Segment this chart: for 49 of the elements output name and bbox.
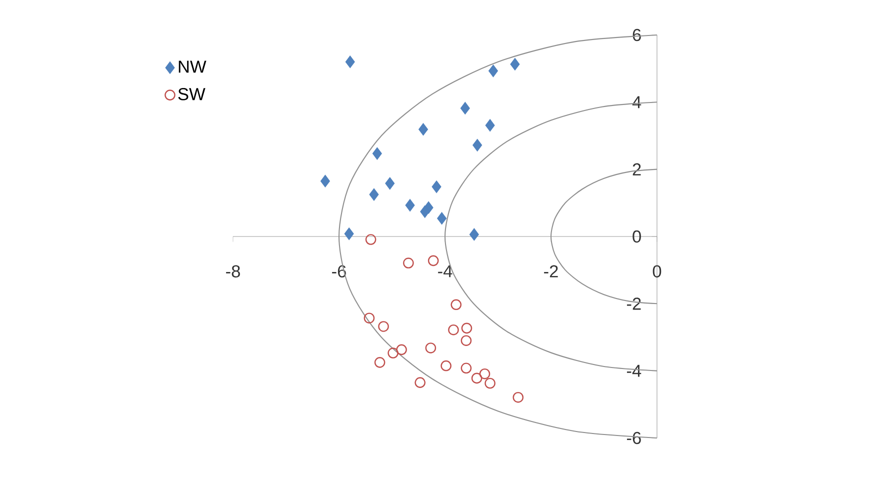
point [385,177,395,190]
point [469,228,479,241]
point [488,64,498,78]
point [372,147,382,160]
point [472,138,482,152]
point [374,357,386,368]
y-tick-label: 6 [632,28,641,42]
point [512,392,524,403]
point [414,377,426,388]
y-tick-label: 0 [632,230,641,243]
point [388,348,398,358]
point [428,255,439,266]
point [405,198,415,212]
point [396,344,407,356]
x-tick-label: 0 [652,265,662,278]
point [418,123,428,136]
point [420,205,430,218]
point [344,228,354,240]
legend-label: NW [178,60,206,73]
point [440,360,452,372]
point [460,362,472,374]
y-tick-label: -2 [626,298,641,310]
point [364,312,375,324]
point [425,342,436,354]
x-tick-label: -4 [438,265,452,278]
point [365,234,376,245]
point [369,188,379,201]
y-tick-label: 2 [632,163,641,176]
point [450,299,462,310]
x-tick-label: -8 [226,265,240,278]
point [484,378,496,389]
point [432,180,442,194]
legend-label: SW [178,88,206,100]
y-tick-label: 4 [632,96,642,108]
point [510,58,520,70]
point [485,119,495,132]
point [460,335,472,346]
point [320,174,330,188]
point [403,258,414,268]
point [460,102,470,114]
y-tick-label: -4 [626,364,642,377]
x-tick-label: -2 [544,265,558,278]
point [471,372,482,384]
point [437,212,447,225]
point [378,321,389,332]
point [461,322,472,334]
point [345,56,355,68]
point [448,324,459,336]
point [479,368,490,380]
